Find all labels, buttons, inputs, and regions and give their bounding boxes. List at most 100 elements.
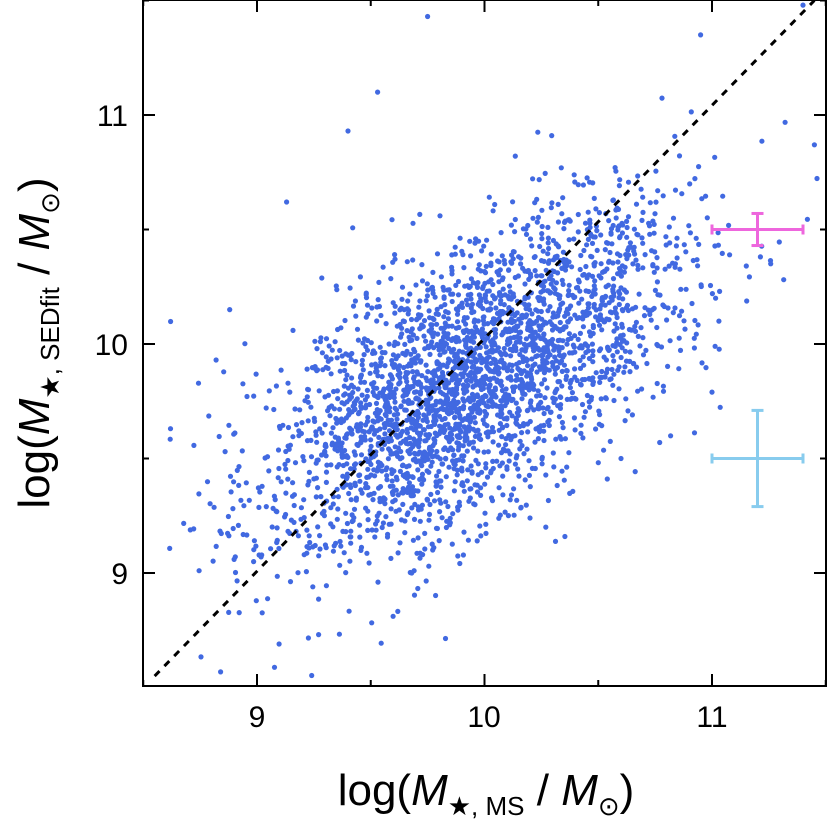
data-point bbox=[512, 461, 519, 467]
data-point bbox=[328, 462, 334, 468]
data-point bbox=[743, 263, 749, 269]
data-point bbox=[408, 384, 414, 390]
data-point bbox=[411, 441, 418, 447]
data-point bbox=[438, 374, 444, 380]
data-point bbox=[580, 182, 587, 188]
data-point bbox=[167, 436, 173, 442]
data-point bbox=[625, 214, 632, 220]
data-point bbox=[489, 342, 495, 348]
data-point bbox=[610, 260, 616, 266]
data-points bbox=[167, 2, 820, 679]
data-point bbox=[401, 307, 407, 313]
data-point bbox=[572, 427, 578, 433]
data-point bbox=[468, 486, 474, 492]
data-point bbox=[561, 362, 568, 368]
data-point bbox=[316, 596, 322, 602]
data-point bbox=[704, 215, 710, 221]
data-point bbox=[437, 389, 444, 395]
data-point bbox=[492, 334, 498, 340]
data-point bbox=[334, 516, 340, 522]
data-point bbox=[358, 440, 364, 446]
data-point bbox=[440, 344, 447, 350]
data-point bbox=[274, 573, 280, 579]
data-point bbox=[633, 257, 639, 263]
data-point bbox=[402, 341, 408, 347]
data-point bbox=[676, 313, 683, 319]
data-point bbox=[358, 379, 364, 385]
data-point bbox=[337, 562, 343, 568]
data-point bbox=[377, 344, 383, 350]
data-point bbox=[572, 294, 578, 300]
data-point bbox=[363, 402, 369, 408]
data-point bbox=[408, 351, 414, 357]
data-point bbox=[428, 377, 434, 383]
data-point bbox=[469, 469, 475, 475]
data-point bbox=[451, 452, 457, 458]
data-point bbox=[455, 278, 462, 285]
data-point bbox=[417, 389, 424, 395]
data-point bbox=[383, 514, 389, 520]
data-point bbox=[239, 448, 245, 454]
data-point bbox=[436, 468, 442, 475]
data-point bbox=[585, 348, 591, 354]
data-point bbox=[444, 409, 450, 415]
data-point bbox=[343, 482, 349, 488]
data-point bbox=[363, 290, 369, 296]
data-point bbox=[484, 363, 490, 370]
one-to-one-line bbox=[153, 0, 816, 678]
data-point bbox=[363, 456, 369, 462]
data-point bbox=[692, 317, 698, 324]
data-point bbox=[427, 501, 433, 508]
data-point bbox=[500, 492, 506, 498]
data-point bbox=[360, 340, 366, 346]
data-point bbox=[431, 498, 438, 504]
data-point bbox=[417, 518, 423, 524]
data-point bbox=[561, 226, 567, 232]
data-point bbox=[464, 383, 470, 390]
data-point bbox=[411, 516, 418, 523]
data-point bbox=[330, 425, 336, 431]
data-point bbox=[398, 448, 404, 455]
data-point bbox=[559, 383, 565, 389]
data-point bbox=[674, 255, 680, 261]
data-point bbox=[404, 511, 410, 518]
data-point bbox=[422, 546, 428, 552]
data-point bbox=[266, 388, 272, 394]
data-point bbox=[703, 365, 709, 371]
x-title-suffix: ) bbox=[620, 766, 635, 815]
data-point bbox=[522, 391, 528, 397]
data-point bbox=[744, 298, 750, 304]
data-point bbox=[362, 429, 368, 435]
data-point bbox=[304, 366, 310, 372]
data-point bbox=[429, 285, 435, 291]
data-point bbox=[454, 401, 460, 407]
data-point bbox=[495, 371, 502, 377]
data-point bbox=[344, 520, 350, 527]
data-point bbox=[609, 241, 615, 247]
data-point bbox=[709, 389, 715, 395]
data-point bbox=[404, 426, 410, 433]
data-point bbox=[687, 230, 694, 236]
data-point bbox=[687, 181, 693, 187]
data-point bbox=[442, 422, 448, 428]
data-point bbox=[476, 436, 483, 442]
data-point bbox=[506, 326, 512, 332]
data-point bbox=[607, 249, 613, 256]
data-point bbox=[544, 360, 550, 366]
data-point bbox=[415, 381, 421, 387]
data-point bbox=[365, 508, 371, 514]
data-point bbox=[471, 403, 477, 409]
data-point bbox=[285, 380, 291, 386]
data-point bbox=[498, 230, 504, 236]
data-point bbox=[468, 359, 474, 365]
data-point bbox=[537, 243, 543, 250]
data-point bbox=[475, 448, 481, 454]
data-point bbox=[561, 259, 567, 265]
data-point bbox=[548, 205, 554, 211]
data-point bbox=[255, 485, 261, 491]
data-point bbox=[452, 251, 458, 257]
data-point bbox=[268, 546, 274, 552]
data-point bbox=[364, 418, 371, 424]
data-point bbox=[504, 400, 510, 406]
data-point bbox=[504, 368, 510, 374]
